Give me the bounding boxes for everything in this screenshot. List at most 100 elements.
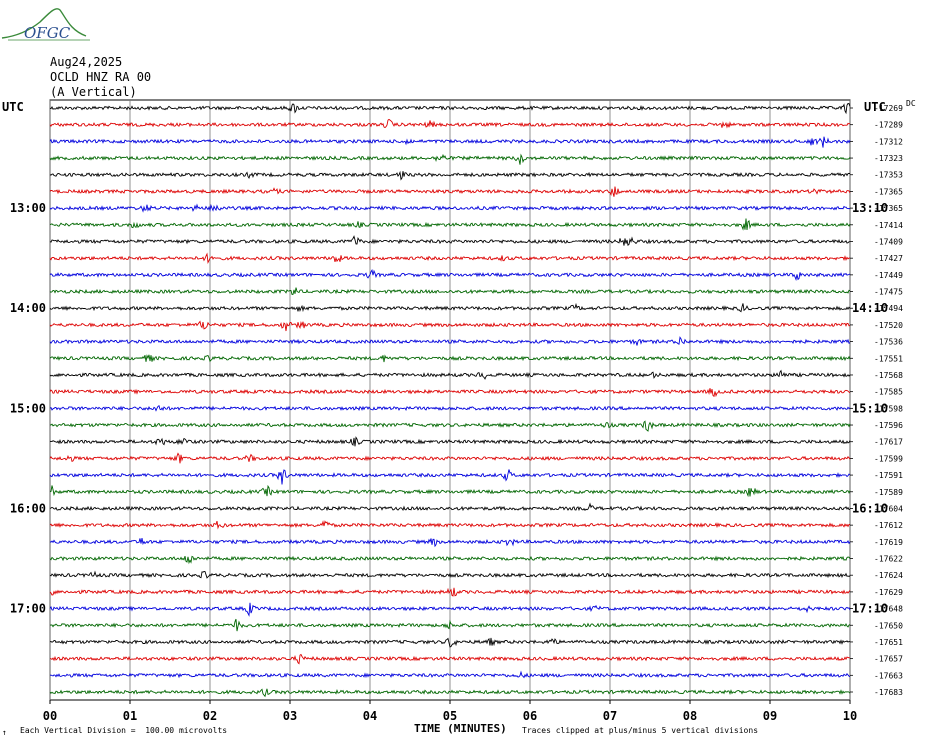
seismic-trace bbox=[49, 452, 851, 464]
logo-text: OFGC bbox=[24, 24, 71, 42]
seismic-trace bbox=[49, 653, 851, 665]
dc-offset-label: -17629 bbox=[874, 588, 903, 597]
seismic-trace bbox=[49, 136, 851, 148]
dc-offset-label: -17427 bbox=[874, 254, 903, 263]
seismic-trace bbox=[49, 354, 851, 363]
dc-offset-label: -17657 bbox=[874, 655, 903, 664]
x-tick-label: 01 bbox=[123, 709, 137, 723]
dc-offset-label: -17323 bbox=[874, 154, 903, 163]
dc-offset-label: -17449 bbox=[874, 271, 903, 280]
x-tick-label: 07 bbox=[603, 709, 617, 723]
right-hour-label: 17:10 bbox=[852, 602, 888, 616]
left-hour-label: 15:00 bbox=[10, 401, 46, 415]
dc-offset-label: -17599 bbox=[874, 454, 903, 463]
scale-note: Each Vertical Division = 100.00 microvol… bbox=[20, 726, 228, 735]
dc-offset-label: -17312 bbox=[874, 137, 903, 146]
label-layer: 00 01 02 03 04 05 06 07 08 09 10 -17269 -17289 -17312… bbox=[10, 99, 916, 723]
x-tick-label: 10 bbox=[843, 709, 857, 723]
dc-offset-label: -17365 bbox=[874, 204, 903, 213]
x-tick-label: 08 bbox=[683, 709, 697, 723]
dc-offset-label: -17269 bbox=[874, 104, 903, 113]
dc-offset-label: -17617 bbox=[874, 438, 903, 447]
clip-note: Traces clipped at plus/minus 5 vertical … bbox=[522, 726, 759, 735]
x-tick-label: 02 bbox=[203, 709, 217, 723]
dc-offset-label: -17520 bbox=[874, 321, 903, 330]
dc-offset-label: -17289 bbox=[874, 121, 903, 130]
seismic-trace bbox=[49, 153, 851, 165]
dc-offset-label: -17353 bbox=[874, 171, 903, 180]
seismic-trace bbox=[49, 118, 851, 129]
plot-grid bbox=[49, 99, 853, 704]
right-hour-label: 16:10 bbox=[852, 501, 888, 515]
dc-offset-label: -17414 bbox=[874, 221, 903, 230]
left-hour-label: 14:00 bbox=[10, 301, 46, 315]
dc-offset-label: -17663 bbox=[874, 671, 903, 680]
dc-offset-label: -17612 bbox=[874, 521, 903, 530]
seismic-trace bbox=[49, 336, 851, 346]
right-timezone-label: UTC bbox=[864, 100, 886, 114]
seismic-trace bbox=[49, 436, 851, 447]
dc-offset-label: -17651 bbox=[874, 638, 903, 647]
seismic-trace bbox=[49, 469, 851, 485]
seismic-trace bbox=[49, 252, 851, 264]
seismic-trace bbox=[49, 287, 851, 295]
right-hour-label: 13:10 bbox=[852, 201, 888, 215]
x-tick-label: 04 bbox=[363, 709, 377, 723]
dc-offset-label: -17409 bbox=[874, 237, 903, 246]
dc-offset-label: -17589 bbox=[874, 488, 903, 497]
seismic-trace bbox=[49, 170, 851, 181]
seismic-trace bbox=[49, 235, 851, 247]
dc-offset-label: -17494 bbox=[874, 304, 903, 313]
dc-offset-label: -17596 bbox=[874, 421, 903, 430]
dc-offset-label: -17365 bbox=[874, 187, 903, 196]
footer-tick: ↑ bbox=[2, 728, 7, 737]
dc-offset-label: -17683 bbox=[874, 688, 903, 697]
x-axis-title: TIME (MINUTES) bbox=[414, 722, 507, 735]
seismic-trace bbox=[49, 388, 851, 398]
dc-offset-label: -17619 bbox=[874, 538, 903, 547]
right-hour-label: 14:10 bbox=[852, 301, 888, 315]
dc-offset-label: -17648 bbox=[874, 605, 903, 614]
x-tick-label: 06 bbox=[523, 709, 537, 723]
dc-offset-label: -17622 bbox=[874, 555, 903, 564]
seismic-trace bbox=[49, 555, 851, 565]
dc-offset-label: -17604 bbox=[874, 504, 903, 513]
seismic-trace bbox=[49, 420, 851, 432]
seismic-trace bbox=[49, 520, 850, 530]
x-tick-label: 03 bbox=[283, 709, 297, 723]
seismic-trace bbox=[49, 484, 851, 498]
seismic-trace bbox=[49, 618, 851, 632]
left-hour-label: 13:00 bbox=[10, 201, 46, 215]
dc-offset-label: -17598 bbox=[874, 404, 903, 413]
seismic-trace bbox=[49, 637, 851, 648]
x-tick-label: 00 bbox=[43, 709, 57, 723]
x-tick-label: 09 bbox=[763, 709, 777, 723]
trace-layer bbox=[49, 102, 851, 698]
dc-header-label: DC bbox=[906, 99, 916, 108]
left-timezone-label: UTC bbox=[2, 100, 24, 114]
seismic-trace bbox=[49, 302, 851, 313]
dc-offset-label: -17624 bbox=[874, 571, 903, 580]
date-label: Aug24,2025 bbox=[50, 55, 123, 69]
dc-offset-label: -17551 bbox=[874, 354, 903, 363]
seismic-trace bbox=[49, 570, 851, 579]
dc-offset-label: -17650 bbox=[874, 621, 903, 630]
seismic-trace bbox=[49, 502, 851, 512]
dc-offset-label: -17568 bbox=[874, 371, 903, 380]
ofgc-logo bbox=[1, 8, 90, 41]
station-label: OCLD HNZ RA 00 bbox=[50, 70, 152, 84]
seismic-trace bbox=[49, 218, 851, 231]
seismic-trace bbox=[49, 670, 851, 679]
x-tick-label: 05 bbox=[443, 709, 457, 723]
dc-offset-label: -17591 bbox=[874, 471, 903, 480]
right-hour-label: 15:10 bbox=[852, 401, 888, 415]
seismic-trace bbox=[49, 688, 851, 698]
seismic-trace bbox=[49, 602, 851, 617]
seismic-trace bbox=[49, 404, 851, 412]
seismic-trace bbox=[49, 320, 851, 332]
seismic-trace bbox=[49, 269, 851, 281]
left-hour-label: 17:00 bbox=[10, 602, 46, 616]
component-label: (A Vertical) bbox=[50, 85, 137, 99]
seismic-trace bbox=[49, 538, 851, 548]
